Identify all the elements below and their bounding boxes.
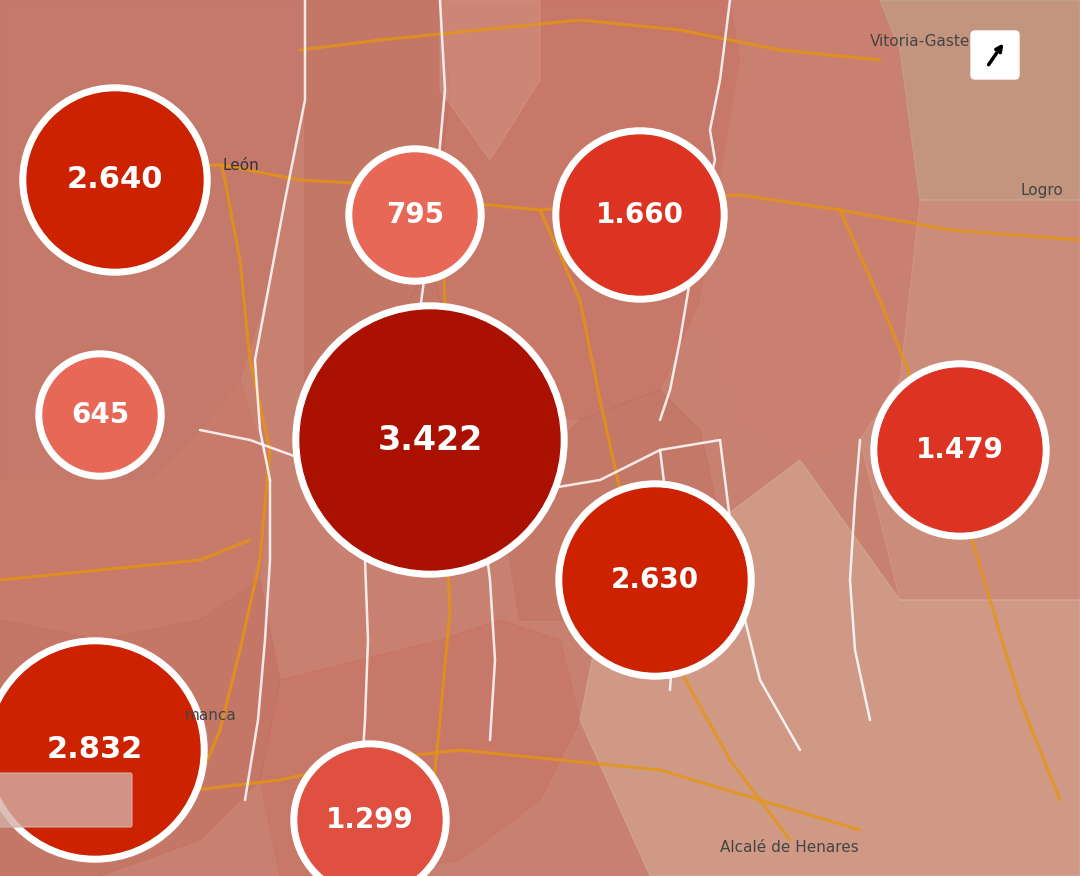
Circle shape bbox=[293, 303, 567, 577]
Text: Vitoria-Gaste: Vitoria-Gaste bbox=[870, 34, 970, 50]
Circle shape bbox=[0, 638, 207, 862]
Polygon shape bbox=[860, 200, 1080, 600]
Polygon shape bbox=[430, 0, 740, 420]
FancyBboxPatch shape bbox=[0, 773, 132, 827]
Text: 1.479: 1.479 bbox=[916, 436, 1004, 464]
Text: manca: manca bbox=[185, 708, 237, 723]
Polygon shape bbox=[305, 260, 519, 540]
Text: 645: 645 bbox=[71, 401, 130, 429]
Circle shape bbox=[563, 488, 747, 672]
Circle shape bbox=[43, 358, 157, 472]
Polygon shape bbox=[305, 0, 450, 400]
Polygon shape bbox=[580, 460, 1080, 876]
Polygon shape bbox=[0, 0, 305, 480]
Text: 795: 795 bbox=[386, 201, 444, 229]
Circle shape bbox=[870, 361, 1049, 539]
Text: León: León bbox=[222, 158, 259, 173]
Polygon shape bbox=[880, 0, 1080, 200]
Polygon shape bbox=[0, 580, 280, 876]
Text: 2.630: 2.630 bbox=[611, 566, 699, 594]
Text: 3.422: 3.422 bbox=[377, 423, 483, 456]
Polygon shape bbox=[0, 380, 270, 640]
Circle shape bbox=[346, 146, 484, 284]
Text: 2.640: 2.640 bbox=[67, 166, 163, 194]
Circle shape bbox=[291, 741, 449, 876]
Polygon shape bbox=[500, 390, 720, 620]
Circle shape bbox=[556, 481, 754, 679]
Circle shape bbox=[553, 128, 727, 302]
Polygon shape bbox=[260, 620, 580, 876]
Circle shape bbox=[27, 92, 203, 268]
Circle shape bbox=[36, 351, 164, 479]
Text: Logro: Logro bbox=[1020, 182, 1063, 197]
Circle shape bbox=[0, 645, 200, 855]
Text: 1.299: 1.299 bbox=[326, 806, 414, 834]
Circle shape bbox=[353, 153, 477, 277]
Circle shape bbox=[300, 310, 561, 570]
Circle shape bbox=[561, 135, 720, 295]
Text: 2.832: 2.832 bbox=[46, 736, 144, 765]
Text: 1.660: 1.660 bbox=[596, 201, 684, 229]
Circle shape bbox=[878, 368, 1042, 532]
Circle shape bbox=[21, 85, 210, 275]
Polygon shape bbox=[440, 0, 540, 160]
Text: Alcalé de Henares: Alcalé de Henares bbox=[720, 840, 859, 856]
Circle shape bbox=[298, 748, 442, 876]
FancyBboxPatch shape bbox=[971, 31, 1020, 79]
Polygon shape bbox=[700, 0, 920, 460]
